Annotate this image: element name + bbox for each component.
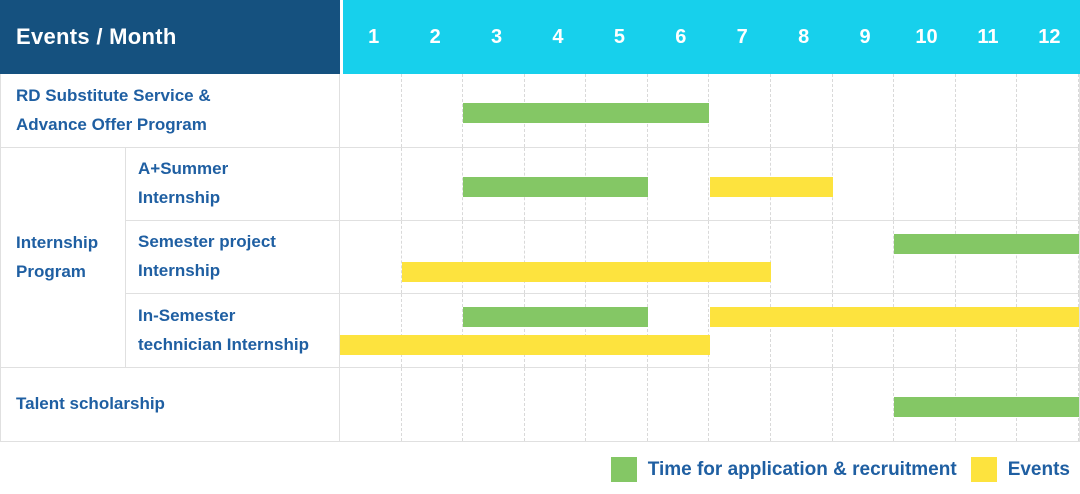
month-gridline-cell: [340, 221, 402, 293]
gantt-bar-green: [463, 307, 648, 327]
gantt-bar-yellow: [709, 307, 1079, 327]
gantt-bar-green: [894, 234, 1079, 254]
month-gridline-cell: [833, 148, 895, 220]
month-gridline-cell: [463, 294, 525, 367]
legend-label-events: Events: [1007, 458, 1070, 480]
row-label: Semester project Internship: [126, 221, 340, 293]
month-gridline-cell: [525, 294, 587, 367]
month-header-3: 3: [490, 25, 503, 48]
row-semester-project-internship: Semester project Internship: [126, 221, 1079, 294]
month-gridline-cell: [586, 294, 648, 367]
row-group-internship-program: Internship Program A+Summer Internship S…: [1, 148, 1079, 368]
table-title: Events / Month: [16, 24, 177, 49]
month-gridline-cell: [1017, 221, 1079, 293]
month-gridline-cell: [771, 221, 833, 293]
month-gridline-cell: [1017, 148, 1079, 220]
month-gridline-cell: [833, 221, 895, 293]
month-gridline-cell: [709, 74, 772, 147]
month-header-1: 1: [368, 25, 380, 48]
month-header-2: 2: [429, 25, 441, 48]
month-gridline-cell: [463, 221, 525, 293]
row-talent-scholarship: Talent scholarship: [1, 368, 1079, 441]
month-gridline-cell: [833, 294, 895, 367]
row-label: RD Substitute Service & Advance Offer Pr…: [1, 74, 340, 147]
month-gridline-cell: [894, 294, 956, 367]
month-header-9: 9: [859, 25, 871, 48]
gantt-track: [340, 294, 1079, 367]
month-gridline-cell: [586, 221, 648, 293]
month-gridline-cell: [894, 221, 956, 293]
month-header-8: 8: [798, 25, 810, 48]
row-a-summer-internship: A+Summer Internship: [126, 148, 1079, 221]
row-rd-substitute-service: RD Substitute Service & Advance Offer Pr…: [1, 74, 1079, 148]
month-gridline-cell: [956, 294, 1018, 367]
month-gridline-cell: [402, 294, 464, 367]
gantt-bar-green: [894, 397, 1079, 417]
gantt-track: [340, 74, 1079, 147]
month-gridline-cell: [586, 368, 648, 441]
month-gridline-cell: [956, 221, 1018, 293]
gantt-bar-green: [463, 103, 710, 123]
month-gridline-cell: [833, 74, 895, 147]
month-gridline-cell: [402, 221, 464, 293]
month-gridline-cell: [402, 368, 464, 441]
month-gridline-cell: [1017, 74, 1079, 147]
month-header-4: 4: [552, 25, 564, 48]
month-gridline-cell: [340, 294, 402, 367]
table-header: Events / Month 1 2 3 4 5 6 7 8 9 10 11 1…: [0, 0, 1080, 74]
month-gridline-cell: [340, 148, 402, 220]
legend-label-application-recruitment: Time for application & recruitment: [647, 458, 957, 480]
month-header-10: 10: [915, 25, 938, 48]
month-gridline-cell: [771, 294, 833, 367]
month-gridline-cell: [648, 221, 710, 293]
row-in-semester-technician-internship: In-Semester technician Internship: [126, 294, 1079, 367]
month-header-6: 6: [675, 25, 687, 48]
gantt-track: [340, 148, 1079, 220]
legend-swatch-events: [970, 457, 997, 482]
month-gridline-cell: [525, 221, 587, 293]
month-gridline-cell: [463, 368, 525, 441]
row-label: Talent scholarship: [1, 368, 340, 441]
month-gridline-cell: [402, 74, 464, 147]
month-gridline-cell: [648, 148, 710, 220]
month-header-12: 12: [1038, 25, 1061, 48]
header-title-cell: Events / Month: [0, 0, 343, 74]
month-gridline-cell: [525, 368, 587, 441]
gantt-bar-yellow: [340, 335, 710, 355]
legend-swatch-application-recruitment: [610, 457, 637, 482]
row-label: In-Semester technician Internship: [126, 294, 340, 367]
month-header-5: 5: [613, 25, 625, 48]
legend: Time for application & recruitment Event…: [610, 457, 1070, 482]
month-gridline-cell: [956, 148, 1018, 220]
month-gridline-cell: [894, 74, 956, 147]
group-subrows: A+Summer Internship Semester project Int…: [126, 148, 1079, 367]
month-gridline-cell: [402, 148, 464, 220]
month-header-11: 11: [977, 25, 999, 48]
group-label: Internship Program: [1, 148, 126, 367]
month-gridline-cell: [833, 368, 895, 441]
gantt-track: [340, 221, 1079, 293]
month-gridline-cell: [894, 148, 956, 220]
month-gridline-cell: [648, 368, 710, 441]
month-header-row: 1 2 3 4 5 6 7 8 9 10 11 12: [343, 0, 1080, 74]
month-gridline-cell: [709, 221, 772, 293]
gantt-bar-yellow: [401, 262, 772, 282]
gantt-bar-yellow: [709, 177, 833, 197]
gantt-bar-green: [463, 177, 648, 197]
month-gridline-cell: [340, 368, 402, 441]
month-gridline-cell: [771, 368, 833, 441]
month-gridline-cell: [771, 74, 833, 147]
month-gridline-cell: [1017, 294, 1079, 367]
month-gridline-cell: [340, 74, 402, 147]
month-gridline-cell: [709, 368, 772, 441]
row-label: A+Summer Internship: [126, 148, 340, 220]
month-header-7: 7: [736, 25, 748, 48]
table-body: RD Substitute Service & Advance Offer Pr…: [0, 74, 1080, 442]
gantt-track: [340, 368, 1079, 441]
month-gridline-cell: [956, 74, 1018, 147]
month-gridline-cell: [648, 294, 710, 367]
month-gridline-cell: [709, 294, 772, 367]
